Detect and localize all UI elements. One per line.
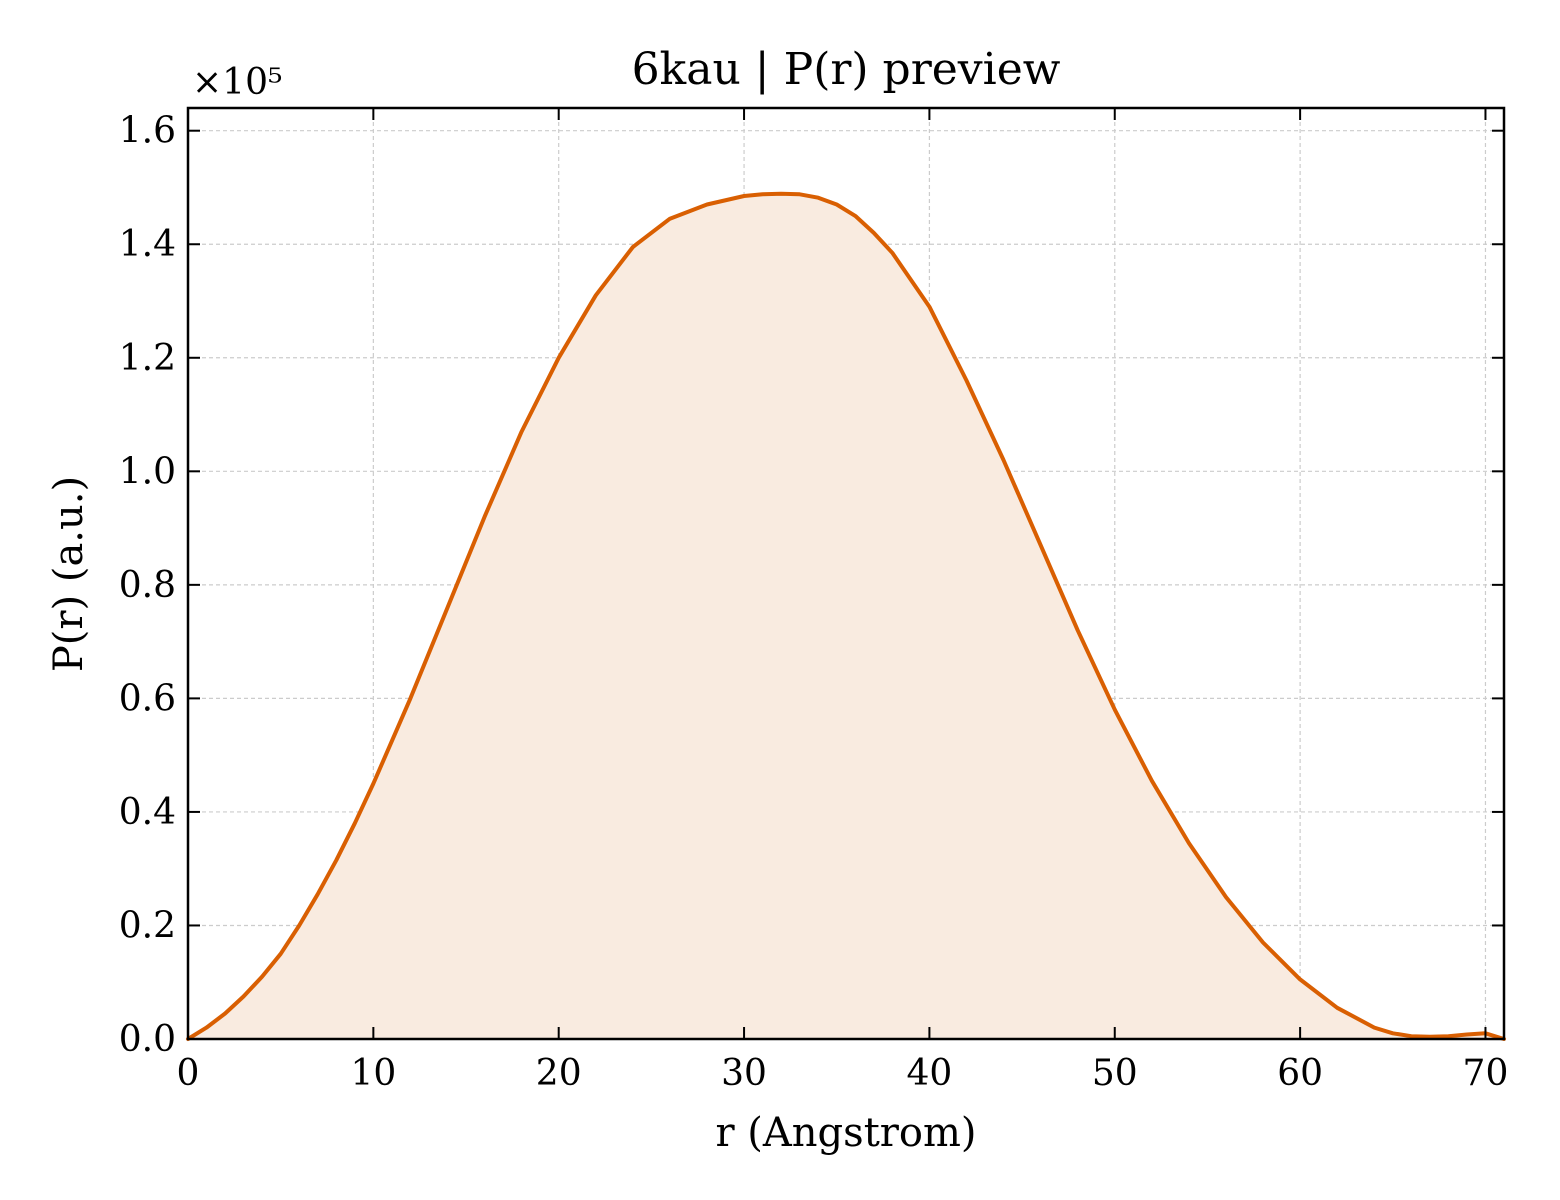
area-fill — [188, 193, 1504, 1039]
y-tick-label: 0.0 — [119, 1019, 176, 1060]
y-tick-label: 0.4 — [119, 792, 176, 833]
pr-curve-line — [186, 191, 1506, 1041]
x-tick-label: 10 — [350, 1053, 396, 1094]
x-axis-label: r (Angstrom) — [715, 1110, 976, 1156]
x-tick-label: 20 — [536, 1053, 582, 1094]
y-tick-label: 1.6 — [119, 111, 176, 152]
x-tick-label: 60 — [1277, 1053, 1323, 1094]
y-tick-label: 0.6 — [119, 678, 176, 719]
x-tick-label: 50 — [1092, 1053, 1138, 1094]
y-tick-label: 0.2 — [119, 905, 176, 946]
ticks: 0 10 20 30 40 50 60 70 0.0 0.2 0.4 0.6 0.8 1.0 1.2 1.4 1… — [119, 108, 1509, 1094]
y-tick-label: 1.2 — [119, 338, 176, 379]
x-tick-label: 30 — [721, 1053, 767, 1094]
chart-title: 6kau | P(r) preview — [632, 44, 1061, 95]
y-tick-label: 1.0 — [119, 451, 176, 492]
x-tick-label: 0 — [177, 1053, 200, 1094]
x-tick-label: 40 — [907, 1053, 953, 1094]
x-tick-label: 70 — [1463, 1053, 1509, 1094]
y-multiplier-label: ×10⁵ — [192, 62, 282, 103]
plot-frame — [186, 106, 1506, 1041]
y-tick-label: 0.8 — [119, 565, 176, 606]
y-tick-label: 1.4 — [119, 224, 176, 265]
y-axis-label: P(r) (a.u.) — [46, 476, 92, 672]
